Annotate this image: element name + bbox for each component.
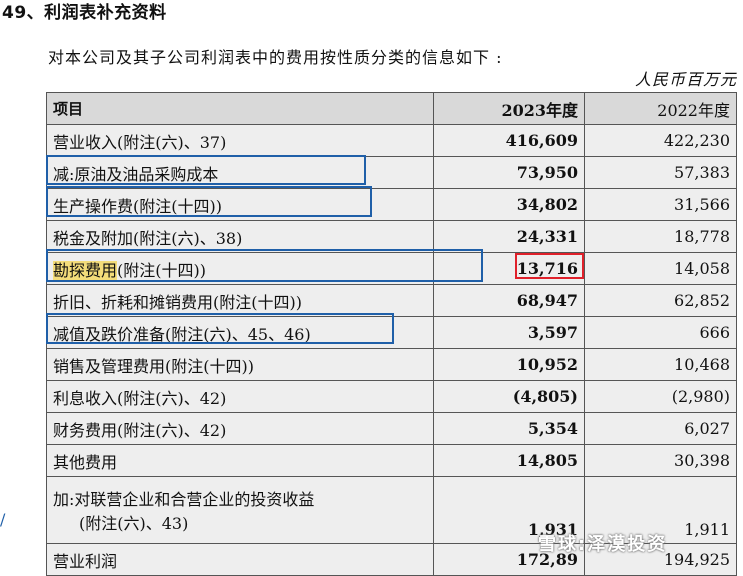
value-2023: 10,952 <box>433 348 585 381</box>
table-row: 销售及管理费用(附注(十四)) 10,952 10,468 <box>46 348 737 381</box>
row-label: 其他费用 <box>46 444 434 477</box>
table-row: 营业收入(附注(六)、37) 416,609 422,230 <box>46 124 737 157</box>
income-statement-table: 项目 2023年度 2022年度 营业收入(附注(六)、37) 416,609 … <box>46 92 737 576</box>
table-row: 税金及附加(附注(六)、38) 24,331 18,778 <box>46 220 737 253</box>
value-2023: (4,805) <box>433 380 585 413</box>
row-label: 折旧、折耗和摊销费用(附注(十四)) <box>46 284 434 317</box>
row-label: 利息收入(附注(六)、42) <box>46 380 434 413</box>
value-2023: 24,331 <box>433 220 585 253</box>
value-2022: 18,778 <box>584 220 737 253</box>
row-label: 财务费用(附注(六)、42) <box>46 412 434 445</box>
highlighted-label: 勘探费用 <box>53 260 118 280</box>
row-label: 加:对联营企业和合营企业的投资收益 (附注(六)、43) <box>46 476 434 544</box>
table-row: 加:对联营企业和合营企业的投资收益 (附注(六)、43) 1,931 1,911 <box>46 476 737 544</box>
table-row: 财务费用(附注(六)、42) 5,354 6,027 <box>46 412 737 445</box>
header-item: 项目 <box>46 92 434 125</box>
value-2023: 34,802 <box>433 188 585 221</box>
row-label: 生产操作费(附注(十四)) <box>46 188 434 221</box>
stray-mark: / <box>0 510 6 529</box>
watermark: 雪球:泽漠投资 <box>538 534 668 555</box>
row-label: 营业收入(附注(六)、37) <box>46 124 434 157</box>
row-label: 减值及跌价准备(附注(六)、45、46) <box>46 316 434 349</box>
value-2023: 73,950 <box>433 156 585 189</box>
value-2022: 1,911 <box>584 476 737 544</box>
value-2022: 14,058 <box>584 252 737 285</box>
value-2022: 10,468 <box>584 348 737 381</box>
table-row: 减值及跌价准备(附注(六)、45、46) 3,597 666 <box>46 316 737 349</box>
table-row: 利息收入(附注(六)、42) (4,805) (2,980) <box>46 380 737 413</box>
table-row: 折旧、折耗和摊销费用(附注(十四)) 68,947 62,852 <box>46 284 737 317</box>
table-row: 减:原油及油品采购成本 73,950 57,383 <box>46 156 737 189</box>
value-2023: 13,716 <box>433 252 585 285</box>
value-2023: 1,931 <box>433 476 585 544</box>
row-label-rest: (附注(十四)) <box>117 260 206 280</box>
header-2023: 2023年度 <box>433 92 585 125</box>
table-row: 勘探费用(附注(十四)) 13,716 14,058 <box>46 252 737 285</box>
value-2022: (2,980) <box>584 380 737 413</box>
table-row: 其他费用 14,805 30,398 <box>46 444 737 477</box>
row-label: 税金及附加(附注(六)、38) <box>46 220 434 253</box>
intro-text: 对本公司及其子公司利润表中的费用按性质分类的信息如下 : <box>48 48 503 67</box>
value-2023: 5,354 <box>433 412 585 445</box>
row-label: 营业利润 <box>46 543 434 576</box>
row-label: 减:原油及油品采购成本 <box>46 156 434 189</box>
table-header-row: 项目 2023年度 2022年度 <box>46 92 737 125</box>
header-2022: 2022年度 <box>584 92 737 125</box>
row-label-line2: (附注(六)、43) <box>79 514 189 533</box>
value-2023: 416,609 <box>433 124 585 157</box>
table-row: 生产操作费(附注(十四)) 34,802 31,566 <box>46 188 737 221</box>
value-2022: 422,230 <box>584 124 737 157</box>
value-2022: 31,566 <box>584 188 737 221</box>
row-label-line1: 加:对联营企业和合营企业的投资收益 <box>53 490 315 509</box>
value-2022: 57,383 <box>584 156 737 189</box>
value-2023: 68,947 <box>433 284 585 317</box>
value-2022: 62,852 <box>584 284 737 317</box>
value-2022: 6,027 <box>584 412 737 445</box>
section-heading: 49、利润表补充资料 <box>2 3 167 23</box>
value-2023: 14,805 <box>433 444 585 477</box>
value-2023: 3,597 <box>433 316 585 349</box>
row-label: 销售及管理费用(附注(十四)) <box>46 348 434 381</box>
value-2022: 30,398 <box>584 444 737 477</box>
currency-unit: 人民币百万元 <box>634 70 737 89</box>
row-label: 勘探费用(附注(十四)) <box>46 252 434 285</box>
value-2022: 666 <box>584 316 737 349</box>
